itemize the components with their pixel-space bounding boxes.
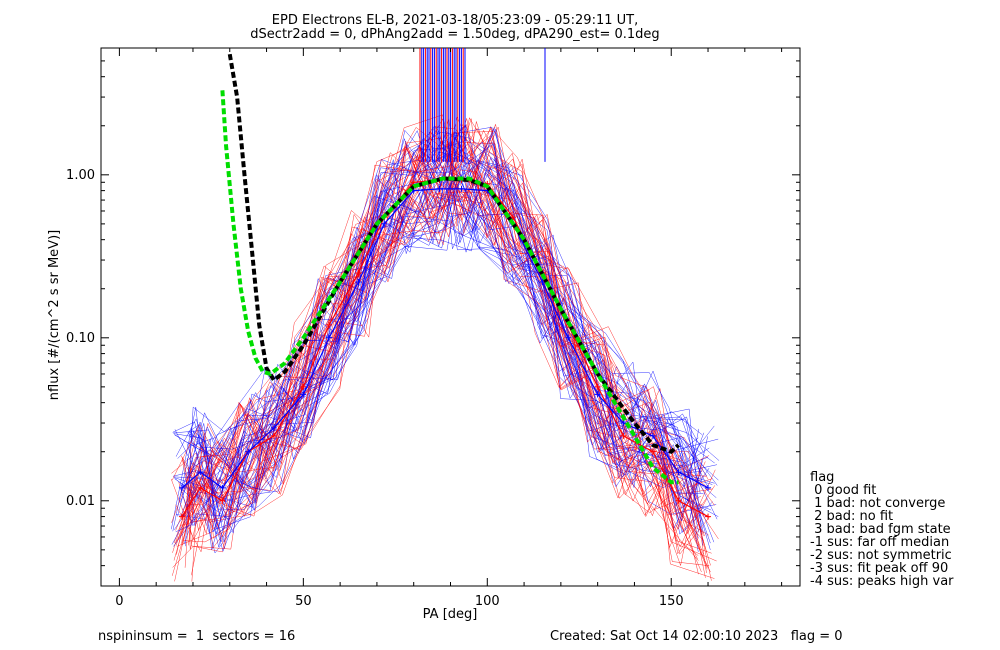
legend-item: -2 sus: not symmetric	[810, 548, 952, 563]
data-cloud-line	[174, 155, 705, 582]
footer-spin-info: nspininsum = 1 sectors = 16	[98, 629, 295, 644]
data-cloud-line	[173, 144, 705, 530]
data-point-blue	[245, 448, 252, 455]
y-axis-label: nflux [#/(cm^2 s sr MeV)]	[47, 230, 62, 400]
data-point-red	[219, 497, 226, 504]
data-cloud-line	[182, 174, 709, 504]
data-cloud	[170, 114, 720, 582]
data-point-red	[594, 383, 601, 390]
data-point-red	[705, 513, 712, 520]
series-layer	[178, 53, 712, 520]
legend-item: 3 bad: bad fgm state	[810, 522, 951, 537]
data-point-blue	[326, 334, 333, 341]
data-point-red	[178, 513, 185, 520]
data-cloud-line	[186, 117, 710, 519]
data-cloud-line	[174, 135, 710, 543]
data-point-blue	[355, 278, 362, 285]
data-point-blue	[565, 334, 572, 341]
series-line-green	[220, 90, 679, 485]
data-point-blue	[649, 432, 656, 439]
legend-item: -1 sus: far off median	[810, 535, 949, 550]
data-point-blue	[381, 220, 388, 227]
data-cloud-line	[186, 116, 706, 578]
data-cloud-line	[173, 145, 715, 579]
data-point-blue	[270, 424, 277, 431]
x-tick-label: 50	[295, 594, 312, 609]
data-point-red	[300, 383, 307, 390]
data-point-blue	[178, 484, 185, 491]
legend-item: -3 sus: fit peak off 90	[810, 561, 948, 576]
data-point-red	[510, 214, 517, 221]
data-cloud-line	[191, 121, 712, 581]
chart-title-line2: dSectr2add = 0, dPhAng2add = 1.50deg, dP…	[250, 27, 659, 42]
axis-ticks: 0 50 100 150 0.01 0.10 1.00	[66, 47, 800, 609]
y-tick-label: 0.01	[66, 494, 95, 509]
data-point-red	[649, 448, 656, 455]
data-point-blue	[458, 185, 465, 192]
x-tick-label: 0	[115, 594, 123, 609]
data-cloud-line	[189, 159, 711, 544]
data-point-red	[355, 269, 362, 276]
data-cloud-line	[173, 162, 711, 553]
data-cloud-line	[188, 165, 713, 485]
data-cloud-line	[181, 163, 699, 516]
data-point-red	[675, 497, 682, 504]
vertical-lines	[419, 48, 546, 162]
data-cloud-line	[177, 164, 712, 517]
data-point-blue	[705, 484, 712, 491]
chart-title-line1: EPD Electrons EL-B, 2021-03-18/05:23:09 …	[272, 13, 638, 28]
data-cloud-line	[182, 127, 704, 549]
data-point-blue	[219, 484, 226, 491]
legend-item: 0 good fit	[810, 483, 876, 498]
data-point-red	[197, 484, 204, 491]
data-point-red	[270, 432, 277, 439]
legend: flag 0 good fit 1 bad: not converge 2 ba…	[810, 470, 954, 589]
data-cloud-line	[178, 137, 708, 570]
data-point-red	[620, 432, 627, 439]
legend-title: flag	[810, 470, 834, 485]
y-tick-label: 1.00	[66, 168, 95, 183]
data-point-blue	[300, 391, 307, 398]
data-cloud-line	[174, 129, 711, 566]
x-tick-label: 150	[659, 594, 684, 609]
data-cloud-line	[173, 126, 700, 533]
data-cloud-line	[171, 137, 707, 523]
x-tick-label: 100	[475, 594, 500, 609]
y-tick-label: 0.10	[66, 331, 95, 346]
data-point-blue	[436, 185, 443, 192]
data-point-blue	[594, 391, 601, 398]
data-cloud-line	[191, 127, 710, 576]
data-point-blue	[675, 469, 682, 476]
legend-item: 2 bad: no fit	[810, 509, 893, 524]
x-axis-label: PA [deg]	[423, 607, 478, 622]
data-cloud-line	[176, 135, 712, 555]
data-point-red	[326, 321, 333, 328]
data-cloud-line	[192, 151, 703, 510]
data-cloud-line	[190, 143, 699, 499]
legend-item: -4 sus: peaks high var	[810, 574, 954, 589]
footer-created: Created: Sat Oct 14 02:00:10 2023 flag =…	[550, 629, 843, 644]
data-cloud-line	[183, 131, 704, 543]
data-point-blue	[197, 469, 204, 476]
legend-item: 1 bad: not converge	[810, 496, 945, 511]
data-cloud-line	[189, 131, 718, 532]
